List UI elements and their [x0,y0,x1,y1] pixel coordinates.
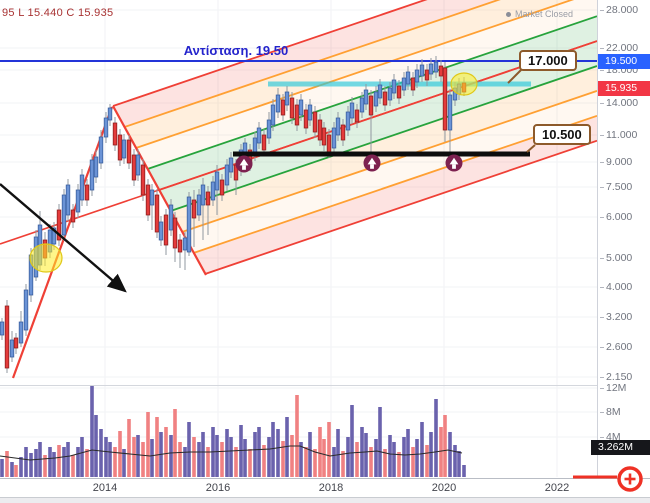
time-axis-label: 2018 [318,482,344,494]
price-axis-label: 12M [599,382,627,394]
time-axis-label: 2020 [431,482,457,494]
market-closed-dot-icon [506,12,511,18]
price-axis-label: 8M [600,406,621,418]
price-axis-label: 11.000 [599,129,638,141]
time-axis-label: 2014 [92,482,118,494]
price-callout-17000[interactable]: 17.000 [519,50,577,71]
highlight-ellipses[interactable] [29,72,478,273]
callout-tail [507,69,522,84]
time-axis[interactable]: 2012 2014 2016 2018 2020 2022 [0,478,650,498]
price-badge-last: 15.935 [598,81,650,96]
pane-separator[interactable] [0,385,650,386]
price-axis-label: 6.000 [599,211,633,223]
price-callout-10500[interactable]: 10.500 [533,124,591,145]
price-badge-resistance: 19.500 [598,54,650,69]
volume-badge-last: 3.262M [591,440,650,455]
trend-channel-drawing[interactable] [112,0,597,275]
price-axis-label: 2.600 [599,341,633,353]
time-axis-label: 2012 [0,482,5,494]
price-axis-label: 28.000 [599,4,639,16]
price-axis-label: 5.000 [599,252,633,264]
black-arrow-drawing[interactable] [0,183,127,293]
price-axis-label: 4.000 [599,281,633,293]
price-axis-label: 2.150 [599,371,633,383]
market-status: Market Closed [506,9,573,19]
price-axis[interactable]: 28.000 22.000 18.000 14.000 11.000 9.000 7.500… [597,0,650,497]
callout-tail [526,144,536,153]
price-axis-label: 14.000 [599,97,639,109]
time-axis-label: 2016 [205,482,231,494]
volume-ma-line [0,445,463,461]
time-axis-label: 2022 [544,482,570,494]
price-axis-label: 3.200 [599,311,633,323]
market-status-text: Market Closed [515,9,574,19]
resistance-annotation-label[interactable]: Αντίσταση. 19.50 [183,43,289,58]
price-axis-label: 22.000 [599,42,639,54]
bottom-toolbar-edge [0,497,650,503]
ohlc-readout: 95 L 15.440 C 15.935 [2,7,114,19]
price-axis-label: 7.500 [599,181,633,193]
price-axis-label: 9.000 [599,156,633,168]
up-arrow-markers[interactable] [235,154,463,173]
volume-bars [0,385,466,477]
